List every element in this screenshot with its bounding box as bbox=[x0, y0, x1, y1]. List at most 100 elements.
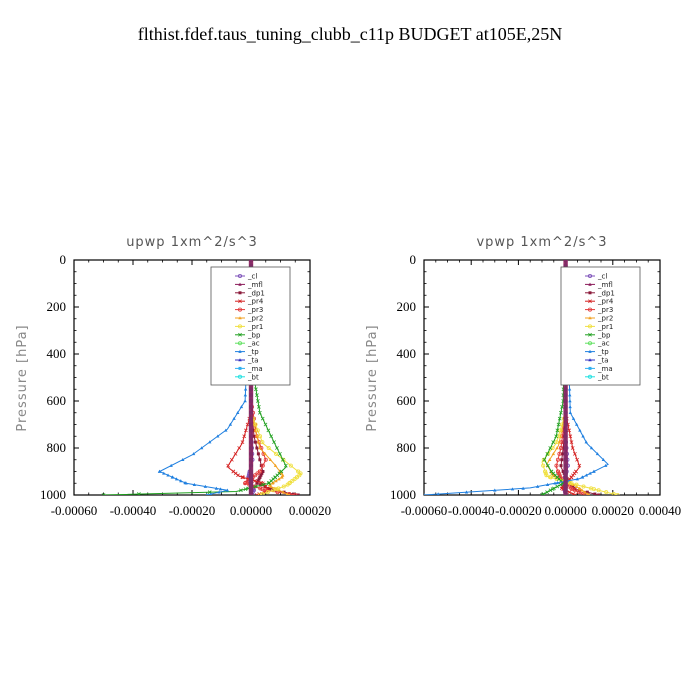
legend-label: _pr1 bbox=[247, 323, 263, 331]
series-point bbox=[571, 492, 576, 495]
series-point bbox=[604, 463, 608, 467]
series-point bbox=[521, 486, 525, 490]
series-point bbox=[228, 422, 233, 426]
legend-label: _mfl bbox=[597, 281, 613, 289]
series-point bbox=[260, 463, 265, 468]
series-point bbox=[253, 422, 258, 427]
legend-marker bbox=[588, 291, 592, 295]
series-point bbox=[263, 452, 267, 456]
series-point bbox=[162, 471, 166, 475]
legend-label: _dp1 bbox=[597, 289, 615, 297]
series-point bbox=[560, 404, 564, 409]
series-point bbox=[558, 410, 563, 415]
series-point bbox=[464, 490, 469, 494]
series-point bbox=[551, 440, 556, 445]
series-point bbox=[183, 480, 187, 485]
series-point bbox=[137, 492, 141, 495]
series-point bbox=[283, 463, 288, 468]
legend-label: _ac bbox=[597, 340, 610, 348]
series-point bbox=[556, 422, 561, 427]
series-point bbox=[199, 446, 204, 450]
legend-item-bt: _bt bbox=[235, 373, 259, 381]
series-point bbox=[555, 446, 559, 450]
series-point bbox=[170, 475, 174, 479]
legend-label: _pr2 bbox=[597, 315, 613, 323]
series-point bbox=[276, 486, 281, 491]
series-point bbox=[541, 492, 546, 495]
legend-label: _pr4 bbox=[597, 298, 614, 306]
series-point bbox=[290, 478, 295, 483]
x-tick-label: -0.00040 bbox=[110, 503, 157, 518]
series-point bbox=[548, 475, 553, 480]
series-point bbox=[550, 445, 555, 450]
legend-marker bbox=[238, 332, 242, 337]
series-point bbox=[240, 475, 245, 480]
series-point bbox=[169, 463, 173, 467]
series-point bbox=[214, 486, 219, 490]
legend-marker bbox=[238, 291, 242, 295]
series-point bbox=[575, 477, 579, 481]
series-point bbox=[280, 475, 284, 479]
series-point bbox=[577, 486, 581, 490]
series-point bbox=[581, 484, 586, 489]
y-tick-label: 800 bbox=[397, 440, 417, 455]
series-point bbox=[560, 458, 564, 462]
x-tick-label: -0.00040 bbox=[448, 503, 495, 518]
legend-label: _bp bbox=[247, 331, 261, 339]
legend-label: _mfl bbox=[247, 281, 263, 289]
series-point bbox=[257, 410, 262, 415]
legend-box bbox=[210, 266, 291, 386]
series-point bbox=[266, 445, 271, 450]
series-point bbox=[281, 484, 286, 489]
series-point bbox=[288, 463, 293, 468]
series-point bbox=[261, 482, 266, 487]
x-tick-label: -0.00020 bbox=[169, 503, 216, 518]
series-point bbox=[548, 446, 553, 450]
figure-title: flthist.fdef.taus_tuning_clubb_c11p BUDG… bbox=[138, 24, 562, 44]
series-point bbox=[239, 488, 243, 493]
legend-label: _pr2 bbox=[247, 315, 263, 323]
series-point bbox=[258, 483, 262, 487]
series-point bbox=[557, 416, 562, 421]
series-point bbox=[239, 405, 244, 409]
series-point bbox=[257, 469, 262, 474]
series-point bbox=[253, 479, 257, 483]
series-point bbox=[574, 482, 579, 487]
series-point bbox=[256, 404, 261, 409]
legend-label: _ma bbox=[247, 365, 263, 373]
series-point bbox=[236, 473, 240, 478]
series-point bbox=[292, 477, 297, 482]
series-point bbox=[271, 488, 276, 493]
series-point bbox=[583, 490, 587, 494]
series-point bbox=[557, 473, 562, 478]
series-point bbox=[268, 486, 272, 490]
series-point bbox=[237, 446, 242, 450]
series-point bbox=[243, 393, 248, 397]
series-point bbox=[569, 481, 574, 486]
legend-label: _tp bbox=[247, 348, 259, 356]
series-point bbox=[493, 488, 497, 492]
legend-marker bbox=[238, 358, 242, 362]
x-tick-label: 0.00000 bbox=[544, 503, 586, 518]
series-point bbox=[253, 440, 257, 444]
x-tick-label: 0.00020 bbox=[592, 503, 634, 518]
y-tick-label: 1000 bbox=[390, 487, 416, 502]
legend-marker bbox=[588, 273, 593, 278]
x-tick-label: -0.00060 bbox=[51, 503, 98, 518]
series-point bbox=[285, 482, 290, 487]
series-point bbox=[287, 480, 292, 485]
legend-marker bbox=[588, 282, 592, 286]
series-point bbox=[588, 471, 592, 475]
legend-marker bbox=[237, 374, 242, 379]
series-point bbox=[281, 490, 285, 494]
legend-label: _ma bbox=[597, 365, 613, 373]
legend-label: _cl bbox=[247, 273, 257, 281]
series-point bbox=[569, 440, 574, 445]
legend-label: _ac bbox=[247, 340, 260, 348]
legend-marker bbox=[238, 366, 242, 370]
legend: _cl_mfl_dp1_pr4_pr3_pr2_pr1_bp_ac_tp_ta_… bbox=[560, 266, 641, 386]
series-point bbox=[205, 493, 208, 495]
series-point bbox=[555, 480, 560, 485]
